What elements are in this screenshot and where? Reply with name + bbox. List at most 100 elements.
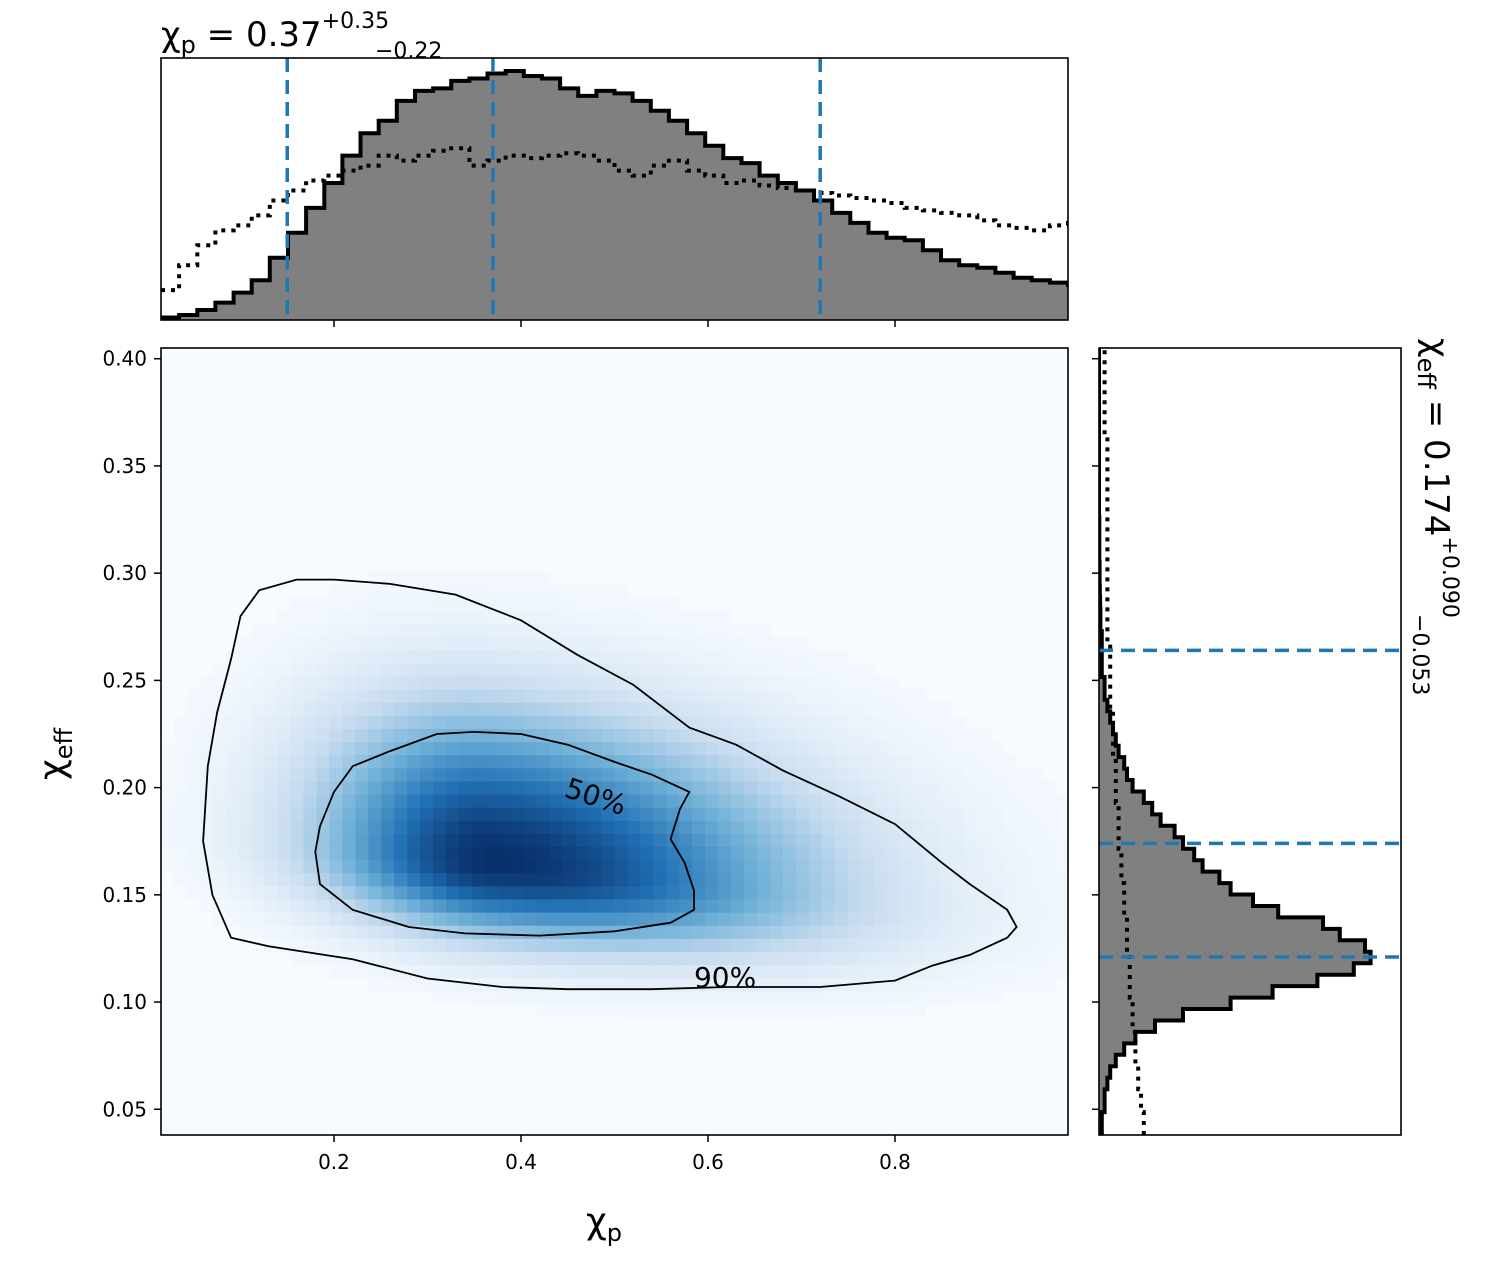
heatmap-cell bbox=[860, 754, 875, 769]
heatmap-cell bbox=[744, 662, 758, 677]
heatmap-cell bbox=[394, 610, 408, 625]
heatmap-cell bbox=[368, 833, 382, 848]
heatmap-cell bbox=[588, 938, 603, 952]
heatmap-cell bbox=[821, 964, 836, 979]
heatmap-cell bbox=[446, 846, 460, 861]
heatmap-cell bbox=[433, 767, 447, 782]
heatmap-cell bbox=[588, 872, 603, 887]
heatmap-cell bbox=[407, 793, 421, 808]
heatmap-cell bbox=[407, 912, 421, 926]
heatmap-cell bbox=[381, 859, 395, 874]
heatmap-cell bbox=[225, 780, 240, 795]
heatmap-cell bbox=[510, 807, 525, 821]
heatmap-cell bbox=[303, 938, 318, 952]
heatmap-cell bbox=[575, 833, 590, 848]
heatmap-cell bbox=[523, 833, 538, 848]
heatmap-cell bbox=[782, 636, 797, 651]
heatmap-cell bbox=[290, 649, 305, 664]
heatmap-cell bbox=[627, 977, 642, 992]
heatmap-cell bbox=[731, 964, 745, 979]
heatmap-cell bbox=[523, 728, 538, 743]
heatmap-cell bbox=[342, 793, 356, 808]
heatmap-cell bbox=[886, 741, 901, 756]
heatmap-cell bbox=[368, 584, 382, 598]
heatmap-cell bbox=[212, 728, 227, 743]
heatmap-cell bbox=[1042, 912, 1056, 926]
heatmap-cell bbox=[679, 754, 693, 769]
heatmap-cell bbox=[161, 741, 175, 756]
heatmap-cell bbox=[653, 964, 667, 979]
heatmap-cell bbox=[666, 820, 680, 834]
heatmap-cell bbox=[290, 689, 305, 703]
heatmap-cell bbox=[718, 1003, 732, 1018]
right-frame bbox=[1098, 347, 1402, 1136]
heatmap-cell bbox=[990, 820, 1004, 834]
heatmap-cell bbox=[1055, 898, 1068, 913]
heatmap-cell bbox=[653, 741, 667, 756]
heatmap-cell bbox=[808, 728, 823, 743]
heatmap-cell bbox=[536, 1003, 551, 1018]
heatmap-cell bbox=[1055, 925, 1068, 939]
heatmap-cell bbox=[433, 990, 447, 1005]
heatmap-cell bbox=[990, 912, 1004, 926]
heatmap-cell bbox=[329, 898, 343, 913]
heatmap-cell bbox=[523, 885, 538, 900]
heatmap-cell bbox=[497, 951, 512, 966]
heatmap-cell bbox=[497, 846, 512, 861]
heatmap-cell bbox=[938, 964, 952, 979]
heatmap-cell bbox=[964, 807, 978, 821]
heatmap-cell bbox=[484, 859, 499, 874]
heatmap-cell bbox=[199, 846, 214, 861]
heatmap-cell bbox=[808, 964, 823, 979]
heatmap-cell bbox=[1003, 964, 1017, 979]
heatmap-cell bbox=[834, 885, 849, 900]
heatmap-cell bbox=[394, 793, 408, 808]
heatmap-cell bbox=[407, 938, 421, 952]
heatmap-cell bbox=[459, 715, 473, 729]
heatmap-cell bbox=[640, 951, 654, 966]
heatmap-cell bbox=[601, 807, 616, 821]
heatmap-cell bbox=[303, 623, 318, 638]
heatmap-cell bbox=[186, 846, 201, 861]
heatmap-cell bbox=[238, 702, 253, 716]
heatmap-cell bbox=[459, 859, 473, 874]
heatmap-cell bbox=[795, 780, 810, 795]
heatmap-cell bbox=[718, 859, 732, 874]
heatmap-cell bbox=[834, 649, 849, 664]
heatmap-cell bbox=[186, 872, 201, 887]
heatmap-cell bbox=[238, 846, 253, 861]
heatmap-cell bbox=[757, 820, 771, 834]
heatmap-cell bbox=[342, 623, 356, 638]
heatmap-cell bbox=[433, 820, 447, 834]
heatmap-cell bbox=[186, 807, 201, 821]
heatmap-cell bbox=[251, 780, 266, 795]
x-axis-ticks: 0.2 0.4 0.6 0.8 bbox=[318, 1135, 911, 1174]
heatmap-cell bbox=[342, 689, 356, 703]
heatmap-cell bbox=[355, 610, 369, 625]
heatmap-cell bbox=[705, 938, 719, 952]
heatmap-cell bbox=[316, 649, 331, 664]
heatmap-cell bbox=[303, 689, 318, 703]
heatmap-cell bbox=[342, 675, 356, 690]
heatmap-cell bbox=[912, 846, 927, 861]
heatmap-cell bbox=[834, 741, 849, 756]
heatmap-cell bbox=[225, 767, 240, 782]
heatmap-cell bbox=[290, 925, 305, 939]
heatmap-cell bbox=[731, 859, 745, 874]
heatmap-cell bbox=[912, 689, 927, 703]
heatmap-cell bbox=[238, 925, 253, 939]
heatmap-cell bbox=[782, 846, 797, 861]
heatmap-cell bbox=[186, 728, 201, 743]
heatmap-cell bbox=[251, 741, 266, 756]
heatmap-cell bbox=[886, 715, 901, 729]
heatmap-cell bbox=[588, 820, 603, 834]
heatmap-cell bbox=[795, 846, 810, 861]
heatmap-cell bbox=[744, 938, 758, 952]
contour-labels: 50%90% bbox=[561, 771, 756, 994]
heatmap-cell bbox=[718, 912, 732, 926]
heatmap-cell bbox=[523, 662, 538, 677]
heatmap-cell bbox=[964, 820, 978, 834]
heatmap-cell bbox=[575, 662, 590, 677]
heatmap-cell bbox=[873, 820, 888, 834]
heatmap-cell bbox=[718, 610, 732, 625]
